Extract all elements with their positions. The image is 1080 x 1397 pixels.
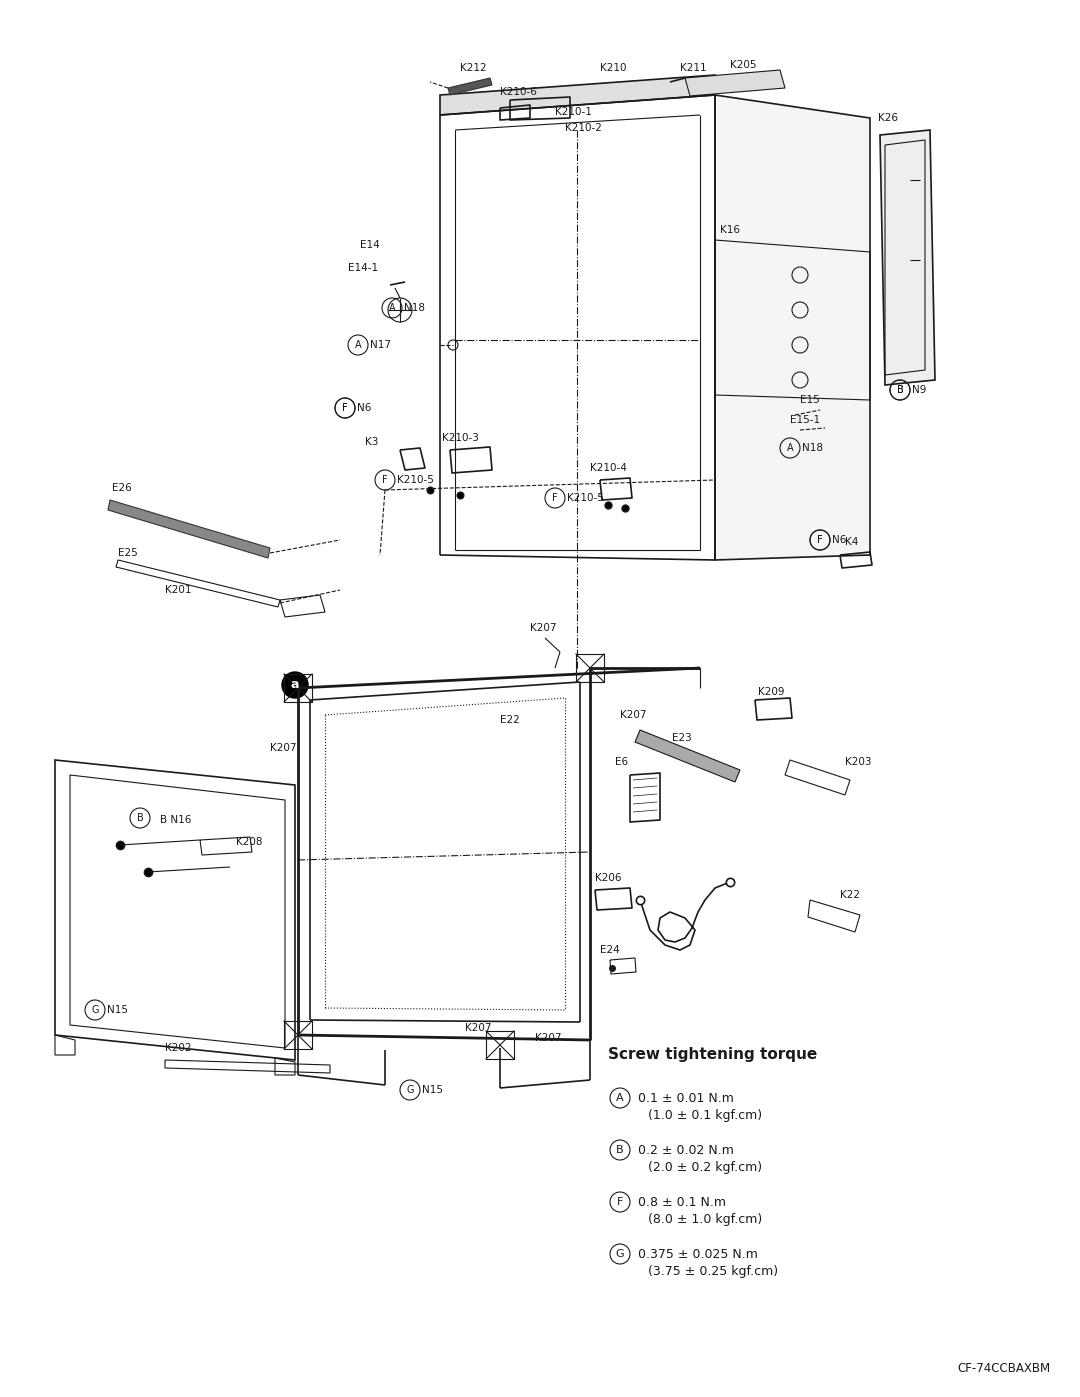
Text: K210: K210 [600, 63, 626, 73]
Polygon shape [108, 500, 270, 557]
Text: K22: K22 [840, 890, 860, 900]
Text: G: G [91, 1004, 98, 1016]
Polygon shape [685, 70, 785, 96]
Text: K202: K202 [165, 1044, 191, 1053]
Text: K211: K211 [680, 63, 706, 73]
Text: (2.0 ± 0.2 kgf.cm): (2.0 ± 0.2 kgf.cm) [648, 1161, 762, 1175]
Text: K26: K26 [878, 113, 897, 123]
Text: K210-5: K210-5 [397, 475, 434, 485]
Text: K201: K201 [165, 585, 191, 595]
Text: N17: N17 [370, 339, 391, 351]
Text: E15: E15 [800, 395, 820, 405]
Polygon shape [715, 95, 870, 560]
Text: A: A [354, 339, 362, 351]
Text: E14-1: E14-1 [348, 263, 378, 272]
Text: E24: E24 [600, 944, 620, 956]
Text: E25: E25 [118, 548, 138, 557]
Text: A: A [617, 1092, 624, 1104]
Text: K210-5: K210-5 [567, 493, 604, 503]
Text: F: F [818, 535, 823, 545]
Text: 0.1 ± 0.01 N.m: 0.1 ± 0.01 N.m [638, 1091, 734, 1105]
Text: F: F [818, 535, 823, 545]
Text: K3: K3 [365, 437, 378, 447]
Text: F: F [382, 475, 388, 485]
Text: A: A [786, 443, 794, 453]
Text: B: B [137, 813, 144, 823]
Text: 0.8 ± 0.1 N.m: 0.8 ± 0.1 N.m [638, 1196, 726, 1208]
Text: N18: N18 [802, 443, 823, 453]
Text: 0.375 ± 0.025 N.m: 0.375 ± 0.025 N.m [638, 1248, 758, 1260]
Text: (1.0 ± 0.1 kgf.cm): (1.0 ± 0.1 kgf.cm) [648, 1109, 762, 1123]
Text: N15: N15 [107, 1004, 129, 1016]
Text: K205: K205 [730, 60, 756, 70]
Circle shape [282, 672, 308, 698]
Text: B: B [617, 1146, 624, 1155]
Text: G: G [406, 1085, 414, 1095]
Text: E14: E14 [360, 240, 380, 250]
Text: E6: E6 [615, 757, 629, 767]
Polygon shape [808, 900, 860, 932]
Text: N9: N9 [912, 386, 927, 395]
Text: K207: K207 [465, 1023, 491, 1032]
Text: K203: K203 [845, 757, 872, 767]
Text: N6: N6 [832, 535, 847, 545]
Text: B: B [896, 386, 903, 395]
Text: K210-3: K210-3 [442, 433, 478, 443]
Text: N18: N18 [404, 303, 426, 313]
Text: A: A [389, 303, 395, 313]
Polygon shape [116, 560, 280, 608]
Polygon shape [440, 75, 715, 115]
Text: N15: N15 [422, 1085, 443, 1095]
Text: B: B [896, 386, 903, 395]
Text: Screw tightening torque: Screw tightening torque [608, 1048, 818, 1063]
Text: (3.75 ± 0.25 kgf.cm): (3.75 ± 0.25 kgf.cm) [648, 1266, 778, 1278]
Text: E22: E22 [500, 715, 519, 725]
Polygon shape [785, 760, 850, 795]
Text: N6: N6 [357, 402, 372, 414]
Text: K210-1: K210-1 [555, 108, 592, 117]
Text: K16: K16 [720, 225, 740, 235]
Text: K208: K208 [237, 837, 262, 847]
Polygon shape [635, 731, 740, 782]
Text: CF-74CCBAXBM: CF-74CCBAXBM [957, 1362, 1050, 1376]
Text: K210-4: K210-4 [590, 462, 626, 474]
Text: E26: E26 [112, 483, 132, 493]
Text: F: F [617, 1197, 623, 1207]
Text: 0.2 ± 0.02 N.m: 0.2 ± 0.02 N.m [638, 1144, 734, 1157]
Text: F: F [342, 402, 348, 414]
Text: K4: K4 [845, 536, 859, 548]
Text: K207: K207 [535, 1032, 562, 1044]
Text: F: F [552, 493, 557, 503]
Text: K210-6: K210-6 [500, 87, 537, 96]
Polygon shape [55, 760, 295, 1060]
Polygon shape [880, 130, 935, 386]
Polygon shape [448, 78, 492, 95]
Text: a: a [291, 679, 299, 692]
Text: K207: K207 [270, 743, 297, 753]
Text: K210-2: K210-2 [565, 123, 602, 133]
Text: K206: K206 [595, 873, 621, 883]
Text: E23: E23 [672, 733, 692, 743]
Text: K209: K209 [758, 687, 784, 697]
Text: K212: K212 [460, 63, 487, 73]
Text: K207: K207 [620, 710, 647, 719]
Text: E15-1: E15-1 [789, 415, 820, 425]
Text: K207: K207 [530, 623, 556, 633]
Text: G: G [616, 1249, 624, 1259]
Text: B N16: B N16 [160, 814, 191, 826]
Text: F: F [342, 402, 348, 414]
Text: (8.0 ± 1.0 kgf.cm): (8.0 ± 1.0 kgf.cm) [648, 1214, 762, 1227]
